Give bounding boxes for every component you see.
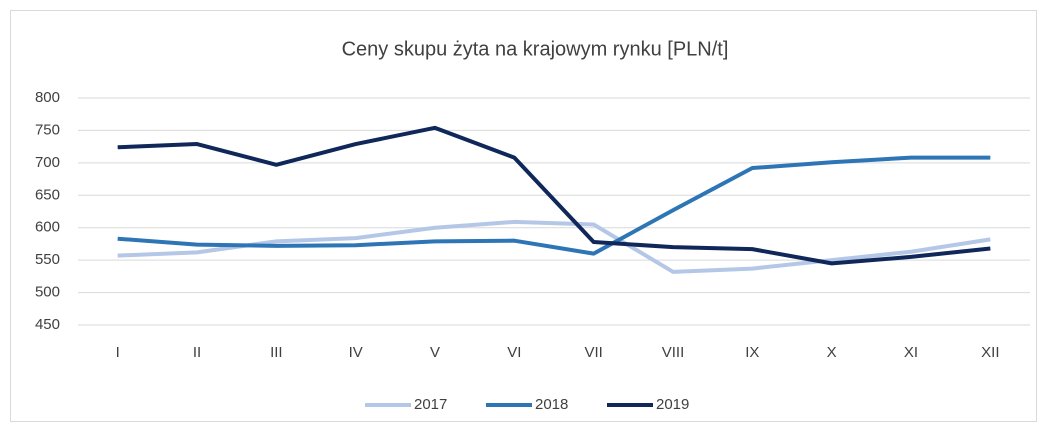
y-tick-label: 500 <box>35 284 60 301</box>
x-tick-label: III <box>270 344 283 361</box>
y-tick-label: 600 <box>35 219 60 236</box>
y-tick-label: 450 <box>35 316 60 333</box>
x-tick-label: X <box>827 344 837 361</box>
series-line <box>117 219 991 274</box>
series-line <box>117 125 991 266</box>
x-tick-label: II <box>193 344 201 361</box>
y-tick-label: 800 <box>35 89 60 106</box>
x-tick-label: V <box>430 344 440 361</box>
y-tick-label: 650 <box>35 186 60 203</box>
y-tick-label: 550 <box>35 251 60 268</box>
x-tick-label: VIII <box>662 344 685 361</box>
x-tick-label: VII <box>584 344 602 361</box>
chart-frame <box>10 10 1037 422</box>
x-tick-label: I <box>116 344 120 361</box>
y-tick-label: 750 <box>35 121 60 138</box>
series-line <box>117 155 991 256</box>
x-tick-label: IV <box>349 344 363 361</box>
x-tick-label: VI <box>507 344 521 361</box>
x-tick-label: IX <box>745 344 759 361</box>
x-tick-label: XII <box>981 344 999 361</box>
legend-label: 2019 <box>656 396 689 413</box>
x-tick-label: XI <box>904 344 918 361</box>
legend-label: 2017 <box>414 396 447 413</box>
legend-label: 2018 <box>535 396 568 413</box>
chart-title: Ceny skupu żyta na krajowym rynku [PLN/t… <box>342 38 729 60</box>
y-tick-label: 700 <box>35 154 60 171</box>
